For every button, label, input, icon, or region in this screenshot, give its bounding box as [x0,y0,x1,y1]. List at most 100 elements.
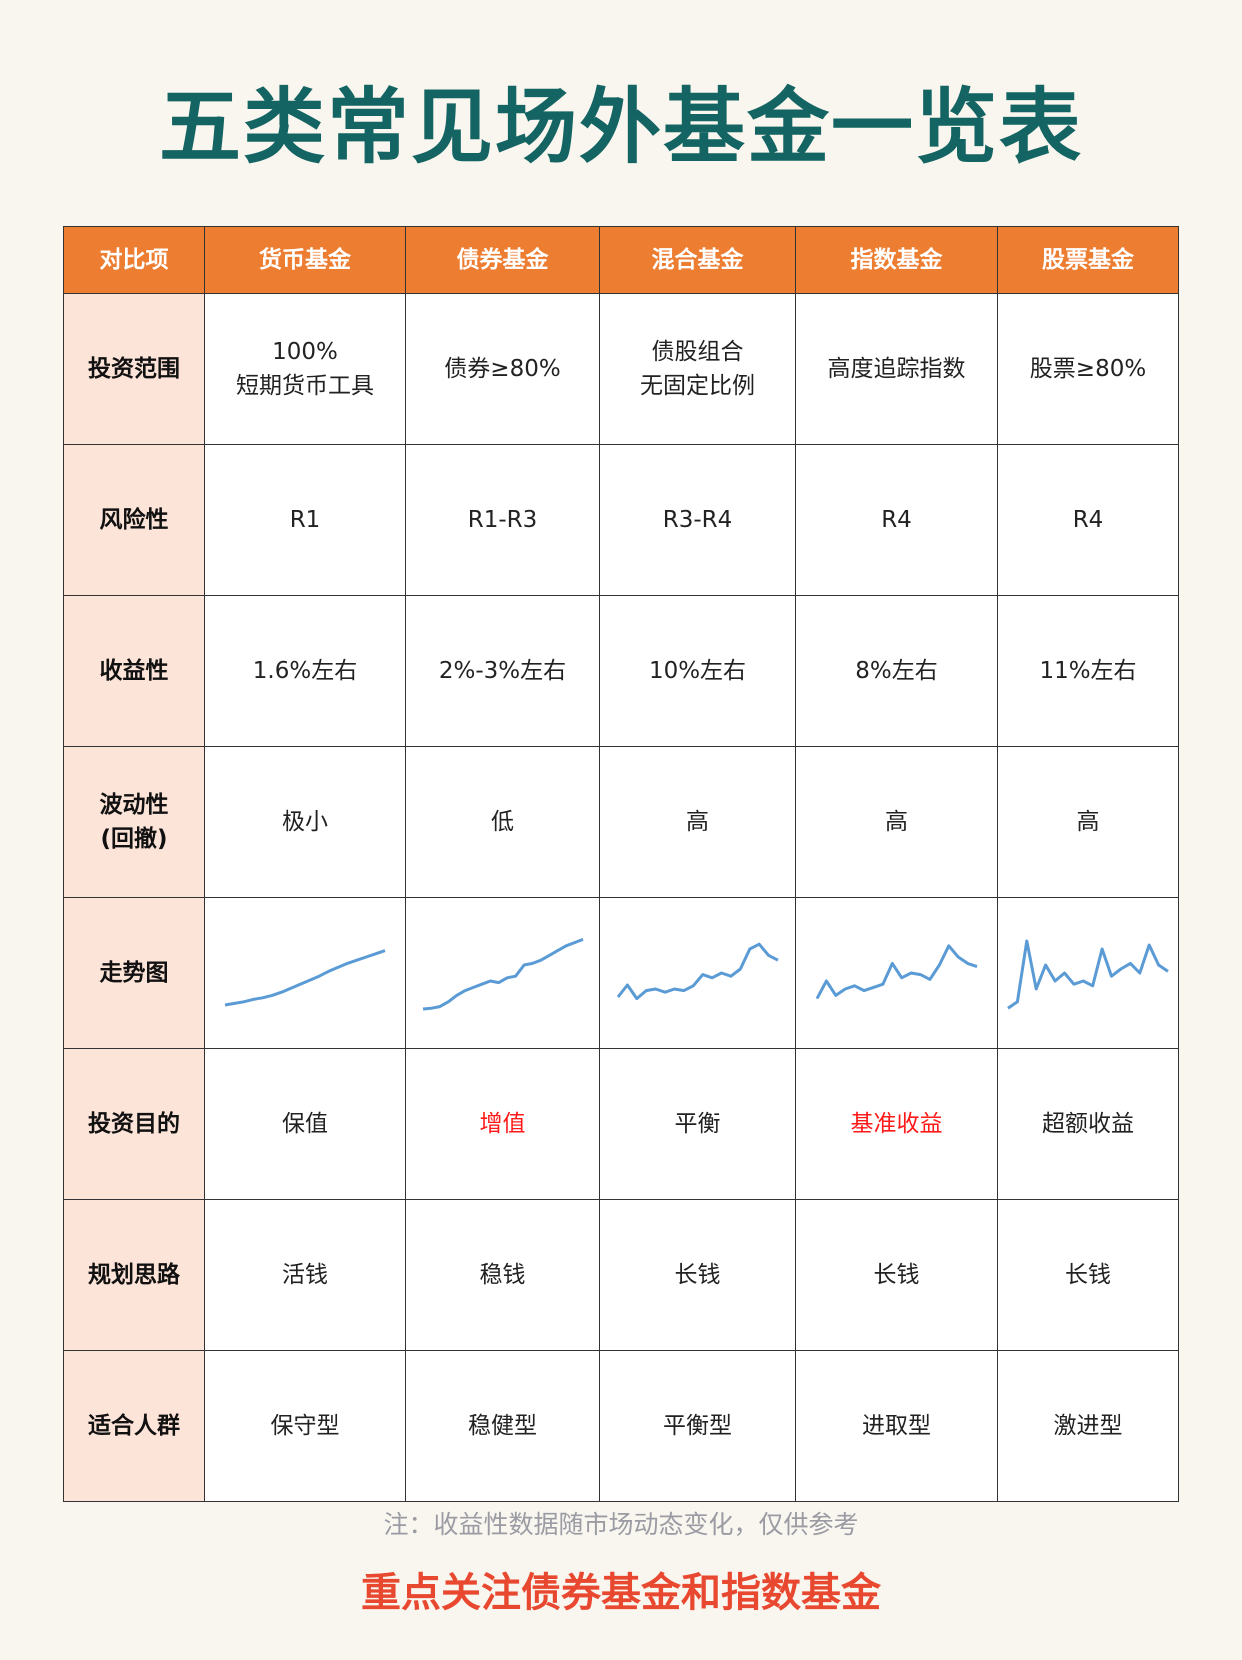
row-label: 收益性 [63,595,205,747]
table-cell: 极小 [204,746,406,898]
page-title: 五类常见场外基金一览表 [158,80,1083,175]
table-cell: 保值 [204,1048,406,1200]
trend-chart-cell [204,897,406,1049]
table-row: 波动性 (回撤) 极小 低 高 高 高 [63,746,1179,898]
row-label: 规划思路 [63,1199,205,1351]
row-label-text: 收益性 [99,658,169,684]
table-cell: 基准收益 [795,1048,998,1200]
table-cell: 8%左右 [795,595,998,747]
table-cell: 稳健型 [405,1350,600,1502]
table-cell: 长钱 [997,1199,1179,1351]
column-header: 混合基金 [599,226,796,294]
table-cell: 高度追踪指数 [795,293,998,445]
cell-text: 高 [1076,809,1100,835]
cell-text: 长钱 [873,1262,920,1288]
trend-line [815,944,977,1000]
table-cell: 股票≥80% [997,293,1179,445]
trend-chart-cell [599,897,796,1049]
cell-text: 极小 [282,809,328,835]
cell-text: 进取型 [862,1413,931,1439]
trend-line [224,949,386,1007]
cell-text: 2%-3%左右 [438,658,567,684]
cell-text: R1 [289,507,321,533]
cell-text: 短期货币工具 [236,373,374,399]
table-row: 适合人群 保守型 稳健型 平衡型 进取型 激进型 [63,1350,1179,1502]
table-cell: 增值 [405,1048,600,1200]
trend-sparkline [224,949,386,1007]
cell-text: 激进型 [1053,1413,1123,1439]
cell-text: 平衡型 [663,1413,732,1439]
table-cell: 长钱 [599,1199,796,1351]
table-cell: 债券≥80% [405,293,600,445]
row-label: 投资范围 [63,293,205,445]
table-cell: R1-R3 [405,444,600,596]
table-cell: 平衡型 [599,1350,796,1502]
trend-sparkline [1007,939,1169,1010]
row-label-subtext: (回撤) [100,826,168,852]
row-label: 适合人群 [63,1350,205,1502]
trend-sparkline [616,942,779,1001]
table-cell: 11%左右 [997,595,1179,747]
trend-chart-cell [795,897,998,1049]
row-label-text: 投资范围 [88,356,180,382]
cell-text: 稳钱 [479,1262,526,1288]
cell-text: 低 [491,809,514,835]
table-cell: 激进型 [997,1350,1179,1502]
row-label: 波动性 (回撤) [63,746,205,898]
row-label-text: 规划思路 [88,1262,180,1288]
cell-text: 100% [272,339,338,365]
trend-sparkline [815,944,977,1000]
cell-text: 高 [885,809,908,835]
footnote: 注：收益性数据随市场动态变化，仅供参考 [383,1510,859,1539]
cell-text: R1-R3 [467,507,538,533]
table-row: 投资目的 保值 增值 平衡 基准收益 超额收益 [63,1048,1179,1200]
cell-text: 8%左右 [855,658,938,684]
cell-text: R4 [881,507,912,533]
row-label-text: 投资目的 [88,1111,180,1137]
table-row: 规划思路 活钱 稳钱 长钱 长钱 长钱 [63,1199,1179,1351]
fund-comparison-table: 对比项 货币基金 债券基金 混合基金 指数基金 股票基金 投资范围 100% 短期货币工具 债券… [63,226,1179,1502]
cell-text: 增值 [479,1111,526,1137]
cell-text: 平衡 [674,1111,721,1137]
column-header: 股票基金 [997,226,1179,294]
table-cell: 2%-3%左右 [405,595,600,747]
cell-text: 10%左右 [648,658,747,684]
table-cell: 稳钱 [405,1199,600,1351]
table-cell: 10%左右 [599,595,796,747]
cell-text: 稳健型 [468,1413,537,1439]
cell-text: 1.6%左右 [252,658,358,684]
trend-chart-cell [405,897,600,1049]
trend-chart-cell [997,897,1179,1049]
cell-text: 高 [686,809,709,835]
cell-text: 高度追踪指数 [827,356,966,382]
table-row: 投资范围 100% 短期货币工具 债券≥80% 债股组合无固定比例 高度追踪指数 股票≥80… [63,293,1179,445]
cell-text: 债券≥80% [444,356,561,382]
cell-text: 基准收益 [850,1111,943,1137]
cell-text: 11%左右 [1039,658,1137,684]
column-header: 对比项 [63,226,205,294]
cell-text: 保守型 [270,1413,340,1439]
table-cell: 1.6%左右 [204,595,406,747]
table-cell: 高 [795,746,998,898]
cell-text: 长钱 [674,1262,721,1288]
table-cell: 债股组合 无固定比例 [599,293,796,445]
table-cell: 保守型 [204,1350,406,1502]
table-cell: R4 [997,444,1179,596]
table-cell: 超额收益 [997,1048,1179,1200]
table-row: 走势图 [63,897,1179,1049]
table-header-row: 对比项 货币基金 债券基金 混合基金 指数基金 股票基金 [63,226,1179,294]
cell-text: 债股组合 [651,339,744,365]
trend-line [422,937,584,1011]
row-label: 风险性 [63,444,205,596]
cell-text: 长钱 [1065,1262,1111,1288]
row-label-text: 波动性 [99,792,169,818]
cell-text: 股票≥80% [1029,356,1147,382]
table-cell: R4 [795,444,998,596]
column-header: 指数基金 [795,226,998,294]
column-header: 债券基金 [405,226,600,294]
table-row: 风险性 R1 R1-R3 R3-R4 R4 R4 [63,444,1179,596]
table-cell: 100% 短期货币工具 [204,293,406,445]
row-label: 走势图 [63,897,205,1049]
cell-text: 无固定比例 [640,373,755,399]
table-cell: 长钱 [795,1199,998,1351]
